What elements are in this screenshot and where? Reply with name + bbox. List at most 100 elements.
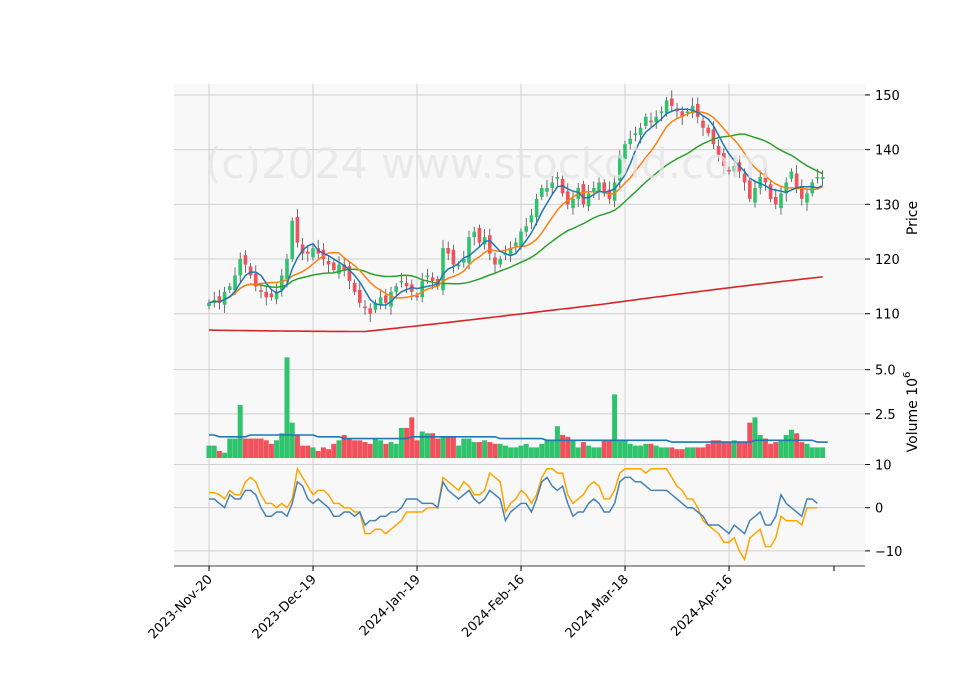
volume-bar (341, 435, 347, 458)
volume-bar (549, 440, 555, 458)
y-tick-label: 140 (875, 144, 900, 159)
candle-body (347, 266, 352, 281)
volume-bar (404, 427, 410, 458)
candle (394, 283, 398, 296)
candle (228, 283, 232, 294)
candle-body (566, 191, 570, 205)
candle-body (217, 296, 222, 303)
oscillator-panel: −10 0 10 (174, 458, 902, 566)
candle-body (290, 220, 294, 260)
candle (358, 281, 362, 308)
candle-body (789, 171, 794, 179)
volume-bar (762, 438, 768, 458)
volume-bar (814, 447, 820, 458)
candle (774, 188, 778, 210)
candle-body (274, 291, 279, 300)
candle (248, 263, 253, 279)
candle-body (644, 116, 648, 126)
candle-body (363, 306, 367, 309)
candle (545, 179, 549, 197)
volume-bar (747, 422, 753, 458)
volume-bar (664, 447, 670, 458)
candle (264, 286, 268, 306)
candle (311, 244, 315, 261)
candle-body (633, 133, 638, 135)
candle (758, 170, 762, 195)
candle-body (451, 249, 456, 265)
candle (373, 299, 378, 314)
volume-bar (809, 447, 815, 458)
volume-bar (539, 443, 545, 458)
candle (430, 272, 435, 290)
volume-bar (300, 445, 306, 458)
volume-bar (721, 442, 727, 458)
candle (789, 168, 794, 182)
candle-body (664, 100, 669, 114)
volume-bar (310, 447, 316, 458)
candle-body (472, 231, 476, 238)
candle-body (311, 248, 315, 258)
candle-body (654, 116, 658, 123)
candle-body (456, 264, 461, 267)
candle (581, 180, 586, 208)
volume-bar (731, 440, 737, 458)
volume-bar (294, 435, 300, 458)
candle-body (342, 264, 346, 270)
candle (295, 208, 300, 248)
volume-bar (794, 433, 800, 458)
candle-body (794, 173, 799, 188)
candle (441, 239, 445, 296)
candle-body (306, 251, 310, 254)
volume-axis-label-exponent: 6 (902, 372, 913, 378)
volume-bar (435, 438, 441, 458)
candle-body (508, 248, 513, 256)
volume-bar (367, 443, 373, 458)
y-tick-label: 2.5 (875, 408, 896, 423)
volume-bar (279, 433, 285, 458)
volume-bar (336, 440, 342, 458)
candle (467, 230, 471, 270)
price-panel: 110 120 130 140 150 (174, 84, 900, 352)
candle-body (774, 196, 778, 205)
candle-body (332, 262, 336, 270)
volume-bar (658, 447, 664, 458)
candle (207, 299, 211, 310)
candle-body (404, 282, 409, 287)
volume-bar (679, 449, 685, 458)
candle-body (467, 237, 471, 263)
candle-body (550, 182, 554, 188)
volume-bar (627, 443, 633, 458)
volume-bar (570, 440, 576, 458)
volume-bar (586, 445, 592, 458)
candle (555, 172, 560, 187)
candle-body (805, 193, 809, 203)
candle (300, 237, 305, 261)
candle (805, 188, 809, 211)
volume-bar (430, 433, 436, 458)
volume-bar (700, 447, 706, 458)
volume-bar (560, 435, 566, 458)
candle-body (519, 231, 523, 247)
candle-body (586, 193, 591, 207)
volume-bar (736, 442, 742, 458)
candle-body (685, 111, 690, 113)
candle-body (462, 259, 466, 263)
candle (259, 283, 263, 299)
volume-bar (820, 447, 826, 458)
volume-bar (513, 447, 519, 458)
volume-bar (606, 440, 612, 458)
candle (269, 290, 274, 301)
volume-bar (487, 442, 493, 458)
volume-bar (331, 443, 337, 458)
candle-body (358, 289, 362, 303)
candle-body (285, 259, 289, 280)
candle-body (540, 187, 544, 197)
volume-bar (393, 443, 399, 458)
candle-body (378, 297, 383, 305)
volume-bar (471, 442, 477, 458)
candle (602, 179, 606, 197)
volume-bar (352, 440, 358, 458)
volume-bar (424, 433, 430, 458)
volume-bar (596, 447, 602, 458)
